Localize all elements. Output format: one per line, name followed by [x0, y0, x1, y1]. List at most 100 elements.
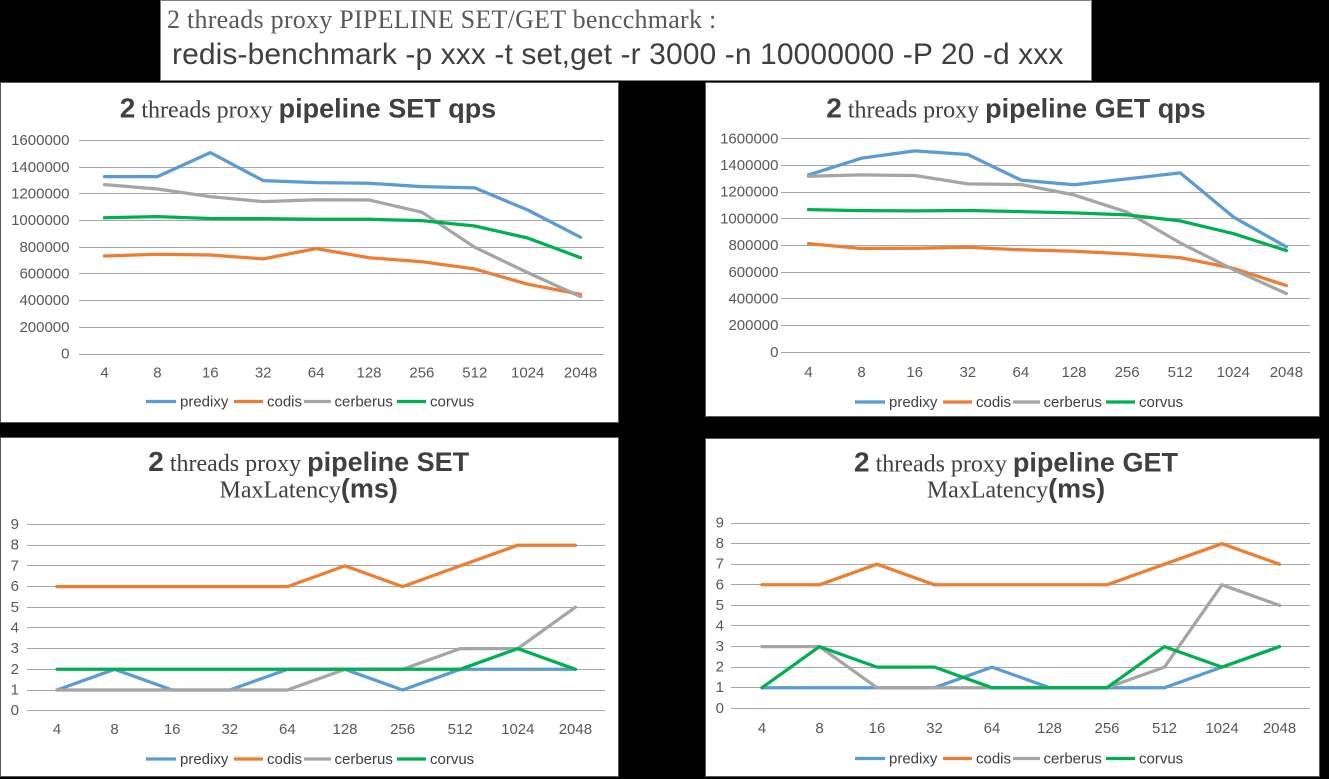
svg-text:codis: codis [267, 394, 302, 411]
svg-text:64: 64 [984, 720, 1001, 737]
svg-text:600000: 600000 [19, 266, 69, 283]
svg-text:2 threads proxy pipeline GET q: 2 threads proxy pipeline GET qps [826, 93, 1205, 124]
svg-text:128: 128 [356, 365, 381, 382]
svg-text:4: 4 [53, 721, 61, 738]
svg-text:256: 256 [1094, 720, 1119, 737]
svg-text:1024: 1024 [501, 721, 534, 738]
svg-text:64: 64 [1013, 364, 1030, 381]
svg-text:corvus: corvus [430, 751, 474, 768]
svg-text:corvus: corvus [1139, 751, 1183, 768]
svg-text:4: 4 [100, 365, 108, 382]
svg-text:predixy: predixy [889, 394, 938, 411]
svg-text:3: 3 [11, 640, 19, 657]
svg-text:16: 16 [869, 720, 886, 737]
svg-text:8: 8 [716, 535, 724, 552]
svg-text:2 threads proxy pipeline SET q: 2 threads proxy pipeline SET qps [120, 93, 496, 124]
svg-text:2048: 2048 [559, 721, 592, 738]
svg-text:7: 7 [11, 557, 19, 574]
svg-text:predixy: predixy [180, 751, 229, 768]
svg-text:2 threads proxy pipeline GET: 2 threads proxy pipeline GET [854, 447, 1178, 478]
svg-text:8: 8 [110, 721, 118, 738]
svg-text:7: 7 [716, 556, 724, 573]
svg-text:16: 16 [202, 365, 219, 382]
svg-text:1000000: 1000000 [11, 212, 69, 229]
svg-text:corvus: corvus [1139, 394, 1183, 411]
svg-text:0: 0 [716, 700, 724, 717]
svg-text:256: 256 [1115, 364, 1140, 381]
svg-text:2048: 2048 [1263, 720, 1296, 737]
svg-text:200000: 200000 [19, 319, 69, 336]
svg-text:600000: 600000 [728, 264, 778, 281]
svg-text:512: 512 [1168, 364, 1193, 381]
svg-text:512: 512 [462, 365, 487, 382]
svg-text:2048: 2048 [564, 365, 597, 382]
svg-text:1600000: 1600000 [11, 132, 69, 149]
svg-text:128: 128 [1037, 720, 1062, 737]
svg-text:1024: 1024 [511, 365, 544, 382]
svg-text:1400000: 1400000 [720, 157, 778, 174]
svg-text:1200000: 1200000 [11, 185, 69, 202]
svg-text:2: 2 [716, 659, 724, 676]
svg-text:512: 512 [448, 721, 473, 738]
svg-text:predixy: predixy [180, 394, 229, 411]
svg-text:6: 6 [716, 576, 724, 593]
svg-text:32: 32 [221, 721, 238, 738]
svg-text:predixy: predixy [889, 751, 938, 768]
svg-text:4: 4 [804, 364, 812, 381]
svg-text:32: 32 [926, 720, 943, 737]
svg-text:512: 512 [1152, 720, 1177, 737]
svg-text:8: 8 [11, 537, 19, 554]
svg-text:1000000: 1000000 [720, 210, 778, 227]
svg-text:corvus: corvus [430, 394, 474, 411]
svg-text:256: 256 [409, 365, 434, 382]
svg-text:8: 8 [857, 364, 865, 381]
svg-text:cerberus: cerberus [335, 394, 393, 411]
svg-text:4: 4 [758, 720, 766, 737]
svg-text:16: 16 [906, 364, 923, 381]
svg-text:2: 2 [11, 661, 19, 678]
svg-text:4: 4 [716, 618, 724, 635]
svg-text:cerberus: cerberus [1044, 394, 1102, 411]
svg-text:cerberus: cerberus [335, 751, 393, 768]
svg-text:400000: 400000 [19, 292, 69, 309]
svg-text:128: 128 [1061, 364, 1086, 381]
svg-text:5: 5 [716, 597, 724, 614]
svg-text:1024: 1024 [1217, 364, 1250, 381]
svg-text:128: 128 [332, 721, 357, 738]
svg-text:0: 0 [11, 702, 19, 719]
svg-text:MaxLatency(ms): MaxLatency(ms) [927, 474, 1105, 504]
svg-text:3: 3 [716, 638, 724, 655]
svg-text:1: 1 [716, 679, 724, 696]
svg-text:9: 9 [716, 515, 724, 532]
svg-text:16: 16 [164, 721, 181, 738]
svg-text:codis: codis [267, 751, 302, 768]
svg-text:64: 64 [308, 365, 325, 382]
svg-text:9: 9 [11, 516, 19, 533]
svg-text:8: 8 [153, 365, 161, 382]
svg-text:400000: 400000 [728, 290, 778, 307]
svg-text:MaxLatency(ms): MaxLatency(ms) [220, 474, 398, 504]
svg-text:6: 6 [11, 578, 19, 595]
svg-text:2048: 2048 [1270, 364, 1303, 381]
svg-text:8: 8 [815, 720, 823, 737]
svg-text:1400000: 1400000 [11, 159, 69, 176]
svg-text:1: 1 [11, 682, 19, 699]
svg-text:codis: codis [976, 751, 1011, 768]
svg-text:4: 4 [11, 619, 19, 636]
svg-text:800000: 800000 [728, 237, 778, 254]
svg-text:256: 256 [390, 721, 415, 738]
svg-text:2 threads proxy pipeline SET: 2 threads proxy pipeline SET [148, 446, 469, 477]
svg-text:0: 0 [61, 346, 69, 363]
svg-text:0: 0 [770, 344, 778, 361]
svg-text:800000: 800000 [19, 239, 69, 256]
svg-text:1200000: 1200000 [720, 184, 778, 201]
svg-text:codis: codis [976, 394, 1011, 411]
svg-text:32: 32 [959, 364, 976, 381]
svg-text:1600000: 1600000 [720, 130, 778, 147]
svg-text:32: 32 [255, 365, 272, 382]
svg-text:1024: 1024 [1205, 720, 1238, 737]
svg-text:cerberus: cerberus [1044, 751, 1102, 768]
svg-text:200000: 200000 [728, 317, 778, 334]
svg-text:64: 64 [279, 721, 296, 738]
svg-text:5: 5 [11, 599, 19, 616]
